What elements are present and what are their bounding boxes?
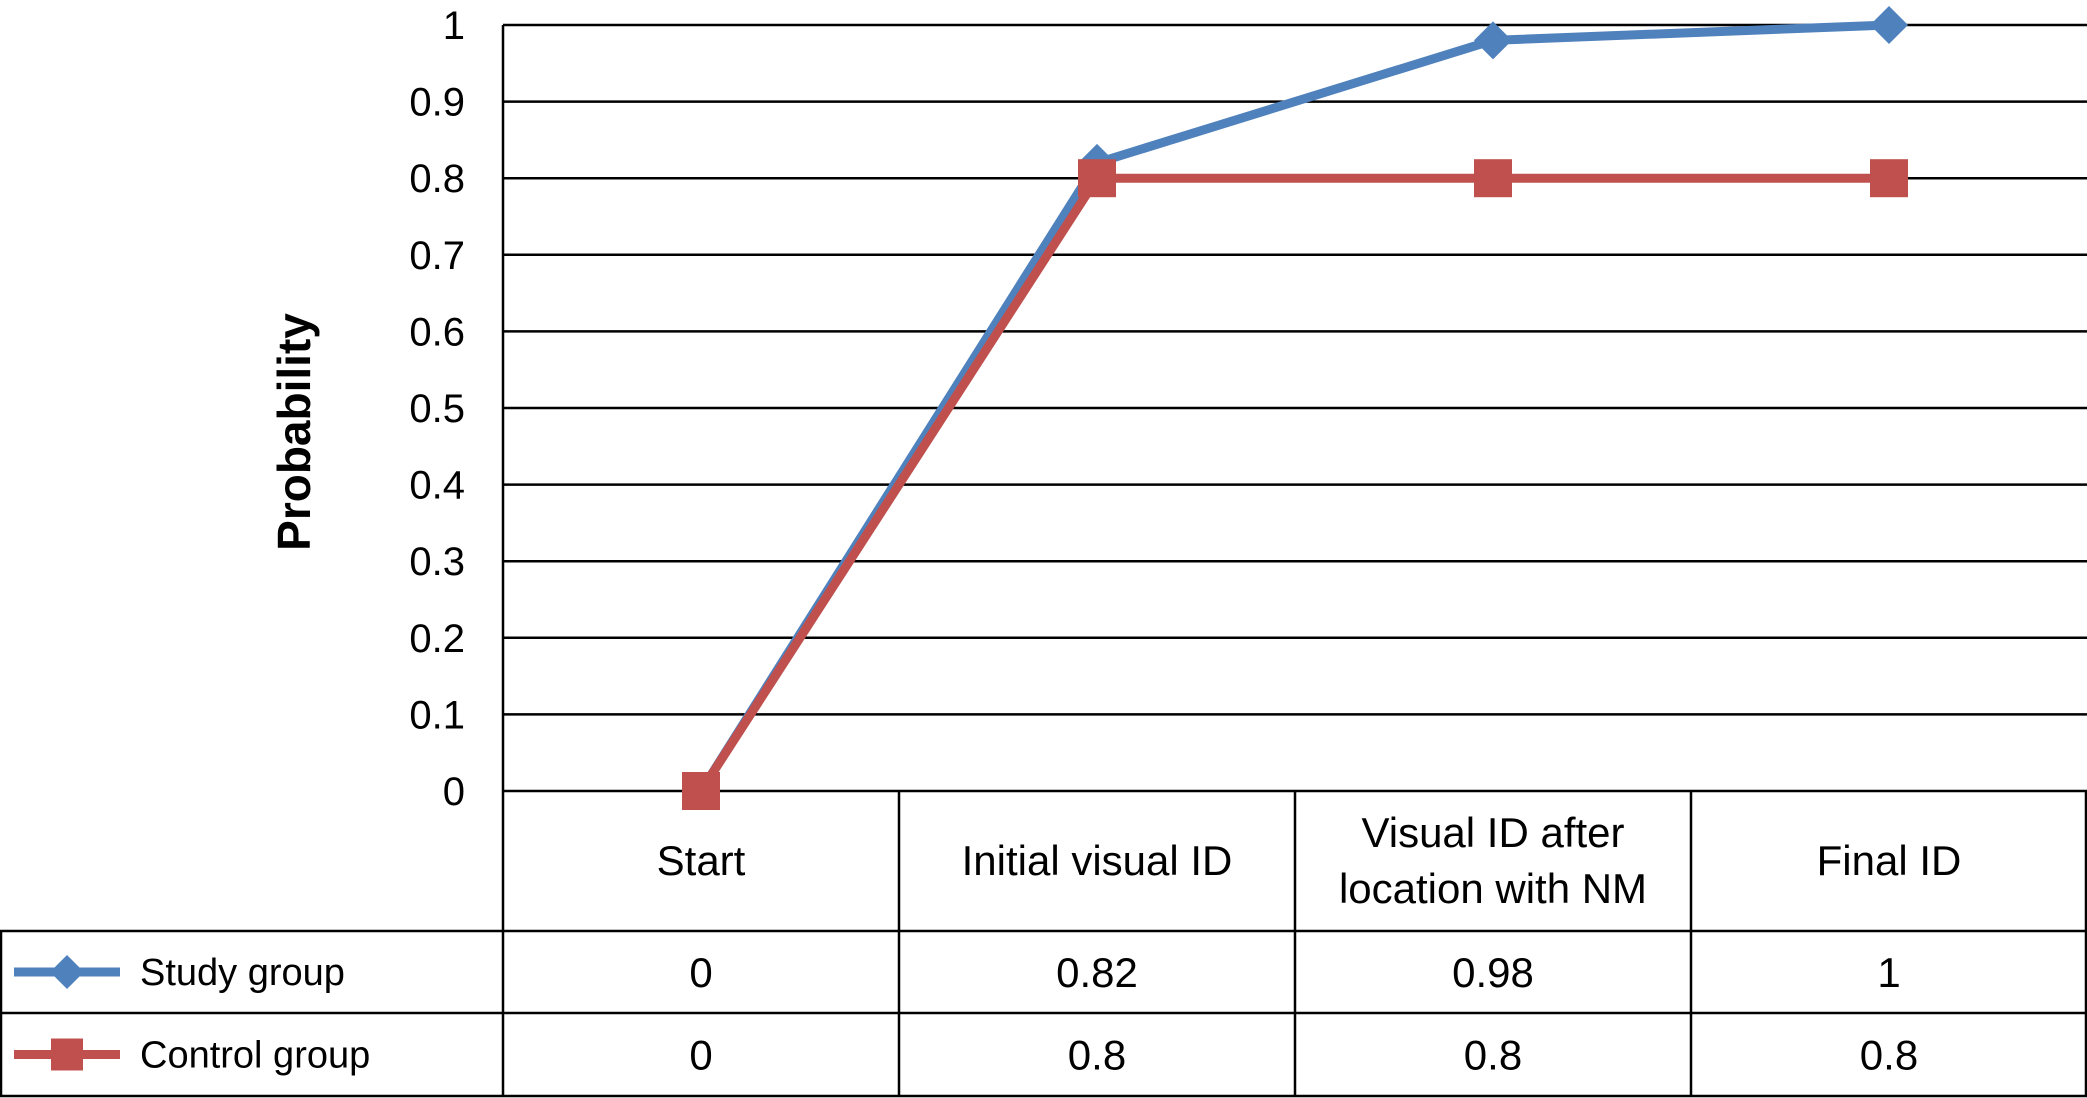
y-tick-label: 0 xyxy=(443,770,465,814)
y-tick-label: 1 xyxy=(443,4,465,48)
data-point-square xyxy=(682,772,720,810)
data-point-diamond xyxy=(1870,6,1908,44)
y-tick-label: 0.9 xyxy=(409,81,465,125)
data-cell: 0.8 xyxy=(1860,1032,1918,1079)
legend-marker-diamond xyxy=(50,955,84,989)
series-line xyxy=(697,173,1889,794)
y-tick-label: 0.6 xyxy=(409,310,465,354)
data-point-square xyxy=(1078,159,1116,198)
series-group xyxy=(682,6,1908,810)
y-tick-label: 0.4 xyxy=(409,464,465,508)
data-point-square xyxy=(1870,159,1908,198)
legend-label: Study group xyxy=(140,952,345,994)
y-tick-label: 0.5 xyxy=(409,387,465,431)
data-cell: 0.98 xyxy=(1452,949,1534,996)
y-axis-ticks: 0 0.1 0.2 0.3 0.4 0.5 0.6 0.7 0.8 0.9 1 xyxy=(409,4,465,814)
y-tick-label: 0.2 xyxy=(409,617,465,661)
y-axis-label: Probability xyxy=(268,313,320,551)
data-table: Start Initial visual ID Visual ID after loc… xyxy=(0,791,2087,1098)
legend-label: Control group xyxy=(140,1035,370,1077)
data-cell: 0.82 xyxy=(1056,949,1138,996)
data-cell: 0.8 xyxy=(1068,1032,1126,1079)
category-label: Visual ID after xyxy=(1361,809,1624,856)
data-point-diamond xyxy=(1474,21,1512,60)
data-cell: 1 xyxy=(1877,949,1900,996)
y-tick-label: 0.8 xyxy=(409,157,465,201)
data-cell: 0 xyxy=(689,949,712,996)
data-cell: 0.8 xyxy=(1464,1032,1522,1079)
y-tick-label: 0.1 xyxy=(409,693,465,737)
data-point-square xyxy=(1474,159,1512,198)
category-label: location with NM xyxy=(1339,865,1647,912)
category-label: Final ID xyxy=(1817,837,1962,884)
category-label: Initial visual ID xyxy=(962,837,1233,884)
data-cell: 0 xyxy=(689,1032,712,1079)
y-tick-label: 0.7 xyxy=(409,234,465,278)
category-label: Start xyxy=(657,837,746,884)
y-tick-label: 0.3 xyxy=(409,540,465,584)
legend-marker-square xyxy=(51,1038,83,1071)
